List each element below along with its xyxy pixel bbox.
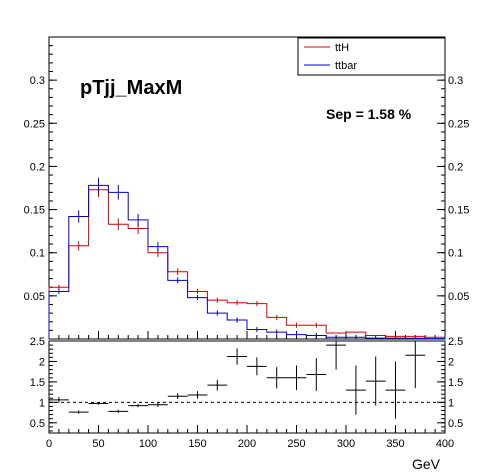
ratio-y-tick-label: 0.5	[30, 418, 45, 430]
plot-title: pTjj_MaxM	[80, 77, 182, 99]
y-tick-label-right: 0.05	[448, 291, 469, 303]
y-tick-label: 0.15	[24, 205, 45, 217]
x-tick-label: 350	[386, 438, 404, 450]
ratio-y-tick-label: 1	[39, 397, 45, 409]
x-tick-label: 100	[139, 438, 157, 450]
x-tick-label: 0	[46, 438, 52, 450]
y-tick-label: 0.05	[24, 291, 45, 303]
y-tick-label: 0.25	[24, 118, 45, 130]
y-tick-label-right: 0.1	[448, 248, 463, 260]
y-tick-label-right: 0.2	[448, 161, 463, 173]
ratio-y-tick-label-right: 1	[448, 397, 454, 409]
x-tick-label: 400	[436, 438, 454, 450]
y-tick-label-right: 0.3	[448, 75, 463, 87]
y-tick-label: 0.2	[30, 161, 45, 173]
y-tick-label: 0.3	[30, 75, 45, 87]
ratio-y-tick-label-right: 1.5	[448, 377, 463, 389]
x-tick-label: 150	[188, 438, 206, 450]
y-tick-label-right: 0.15	[448, 205, 469, 217]
x-tick-label: 200	[238, 438, 256, 450]
ratio-y-tick-label-right: 0.5	[448, 418, 463, 430]
y-tick-label-right: 0.25	[448, 118, 469, 130]
y-tick-label: 0.1	[30, 248, 45, 260]
x-tick-label: 300	[337, 438, 355, 450]
separation-annotation: Sep = 1.58 %	[326, 106, 412, 122]
ratio-y-tick-label: 2	[39, 356, 45, 368]
ratio-y-tick-label: 2.5	[30, 336, 45, 348]
x-tick-label: 250	[287, 438, 305, 450]
ratio-y-tick-label-right: 2.5	[448, 336, 463, 348]
legend-box	[297, 37, 446, 76]
legend: ttH ttbar	[297, 37, 446, 76]
x-axis-unit: GeV	[412, 456, 441, 472]
legend-label-tth: ttH	[335, 42, 349, 54]
ratio-y-tick-label: 1.5	[30, 377, 45, 389]
legend-label-ttbar: ttbar	[335, 60, 357, 72]
x-tick-label: 50	[92, 438, 104, 450]
ratio-y-tick-label-right: 2	[448, 356, 454, 368]
